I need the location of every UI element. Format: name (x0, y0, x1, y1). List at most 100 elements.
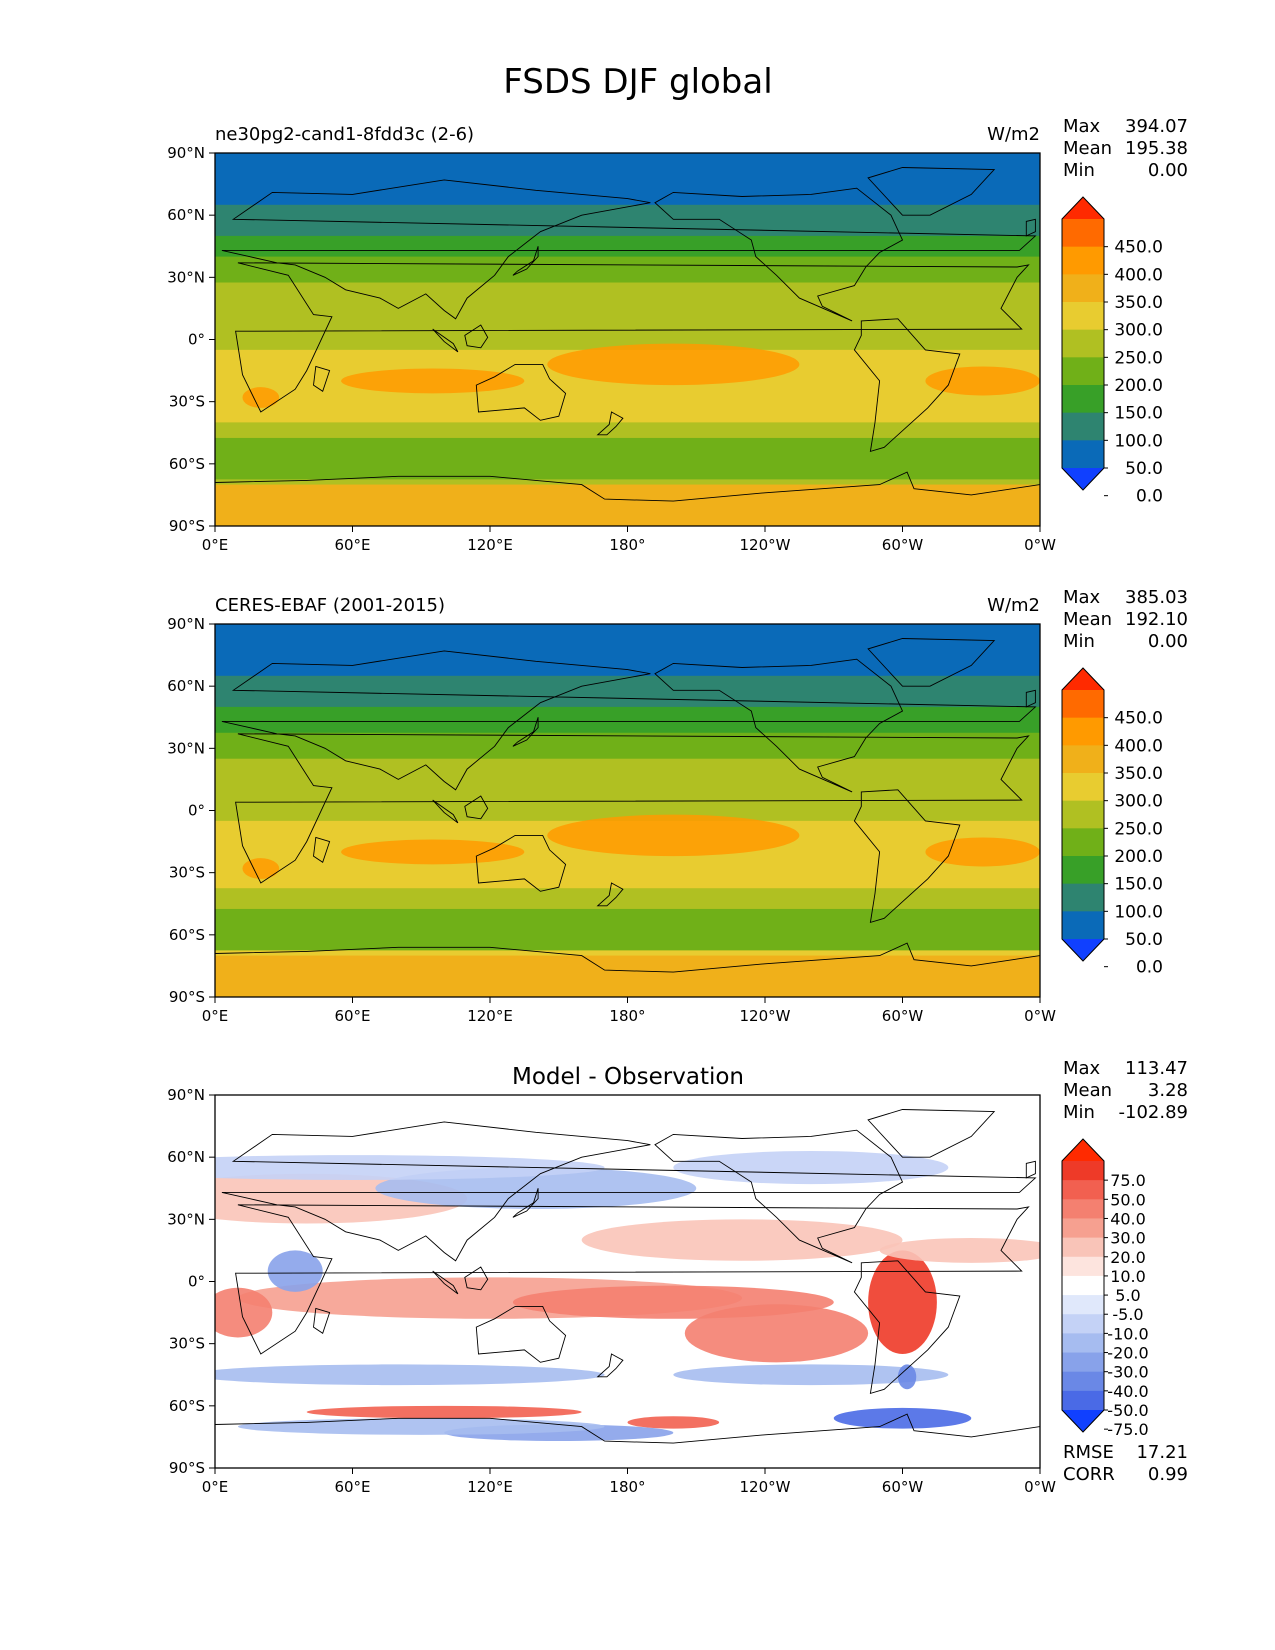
coastline-antarctica (215, 942, 1040, 997)
colorbar-tick-label: 200.0 (1114, 376, 1163, 396)
zonal-band (215, 624, 1040, 630)
lat-tick-label: 90°S (169, 988, 205, 1006)
zonal-band (215, 784, 1040, 791)
panel-observation: 90°N 60°N 30°N 0° 30°S 60°S 90°S0°E 60°E 120°E 18… (167, 587, 1188, 1025)
colorbar-segment (1062, 773, 1104, 802)
colorbar-segment (1062, 1371, 1104, 1392)
coastline-uk (1025, 1160, 1036, 1179)
field-anomaly (242, 858, 280, 879)
zonal-band (215, 893, 1040, 900)
colorbar-segment (1062, 1333, 1104, 1354)
zonal-band (215, 329, 1040, 335)
zonal-band (215, 862, 1040, 869)
coastline-africa (235, 733, 1030, 884)
colorbar-tick-label: -75.0 (1107, 1420, 1148, 1439)
zonal-band (215, 934, 1040, 941)
zonal-band (215, 199, 1040, 206)
zonal-band (215, 634, 1040, 641)
zonal-band (215, 235, 1040, 242)
colorbar-tick-label: -5.0 (1112, 1305, 1143, 1324)
zonal-band (215, 810, 1040, 817)
coastline-greenland (867, 1109, 996, 1158)
lon-tick-label: 180° (609, 536, 645, 554)
colorbar-tick-label: -40.0 (1107, 1382, 1148, 1401)
lon-tick-label: 0°E (202, 536, 229, 554)
zonal-band (215, 158, 1040, 164)
stat-label: Max (1063, 1058, 1101, 1079)
colorbar-segment (1062, 745, 1104, 774)
stat-value: 0.00 (1148, 160, 1188, 181)
panel-difference: 90°N 60°N 30°N 0° 30°S 60°S 90°S0°E 60°E 120°E 18… (167, 1058, 1188, 1496)
zonal-band (215, 748, 1040, 755)
zonal-band (215, 204, 1040, 211)
coastline-namerica (654, 658, 904, 793)
zonal-band (215, 805, 1040, 812)
colorbar-segment (1062, 440, 1104, 469)
zonal-band (215, 877, 1040, 884)
zonal-band (215, 313, 1040, 320)
zonal-band (215, 500, 1040, 506)
coastline-borneo (464, 324, 489, 349)
zonal-band (215, 665, 1040, 672)
coastline-japan (512, 717, 539, 747)
colorbar-tick-label: 40.0 (1110, 1209, 1146, 1228)
zonal-band (215, 308, 1040, 315)
lon-tick-label: 120°W (740, 1478, 791, 1496)
field-anomaly (897, 1364, 917, 1390)
zonal-band (215, 753, 1040, 760)
colorbar-tick-label: 450.0 (1114, 238, 1163, 258)
lat-tick-label: 30°N (167, 739, 205, 757)
zonal-band (215, 422, 1040, 429)
field-anomaly (237, 1418, 605, 1435)
colorbar-segment (1062, 883, 1104, 912)
zonal-band (215, 386, 1040, 392)
zonal-band (215, 406, 1040, 413)
colorbar-segment (1062, 219, 1104, 248)
stat-label: Max (1063, 587, 1101, 608)
lon-tick-label: 60°W (882, 1007, 924, 1025)
field-anomaly (547, 343, 800, 386)
zonal-band (215, 168, 1040, 175)
colorbar-tick-label: 300.0 (1114, 792, 1163, 812)
zonal-band (215, 929, 1040, 936)
colorbar-tick-label: -20.0 (1107, 1344, 1148, 1363)
colorbar-segment (1062, 385, 1104, 414)
colorbar-segment (1062, 412, 1104, 441)
field-anomaly (833, 1407, 972, 1429)
zonal-band (215, 209, 1040, 216)
stat-value: 0.00 (1148, 631, 1188, 652)
colorbar-tick-label: 300.0 (1114, 321, 1163, 341)
coastline-sumatra (432, 328, 459, 353)
zonal-band (215, 396, 1040, 403)
lon-tick-label: 120°E (467, 536, 513, 554)
field-anomaly (215, 1287, 273, 1338)
colorbar-arrow-bottom (1062, 1410, 1104, 1432)
lat-tick-label: 60°S (169, 455, 205, 473)
field-anomaly (306, 1405, 582, 1419)
zonal-band (215, 453, 1040, 460)
coastline-borneo (464, 1266, 489, 1291)
colorbar-tick-label: 250.0 (1114, 348, 1163, 368)
colorbar-segment (1062, 911, 1104, 940)
zonal-band (215, 991, 1040, 997)
zonal-band (215, 484, 1040, 491)
zonal-band (215, 789, 1040, 796)
zonal-band (215, 241, 1040, 247)
zonal-band (215, 463, 1040, 470)
zonal-band (215, 629, 1040, 635)
zonal-band (215, 318, 1040, 325)
coastline-newzealand (596, 882, 624, 907)
zonal-band (215, 655, 1040, 661)
zonal-band (215, 903, 1040, 910)
zonal-band (215, 919, 1040, 926)
lat-tick-label: 60°N (167, 677, 205, 695)
zonal-band (215, 779, 1040, 786)
colorbar: 75.050.040.030.020.010.05.0-5.0-10.0-20.… (1061, 1138, 1149, 1439)
zonal-band (215, 763, 1040, 770)
field-anomaly (673, 1150, 949, 1185)
stat-label: Mean (1063, 1080, 1112, 1101)
zonal-band (215, 696, 1040, 703)
lon-tick-label: 120°W (740, 1007, 791, 1025)
zonal-band (215, 391, 1040, 398)
